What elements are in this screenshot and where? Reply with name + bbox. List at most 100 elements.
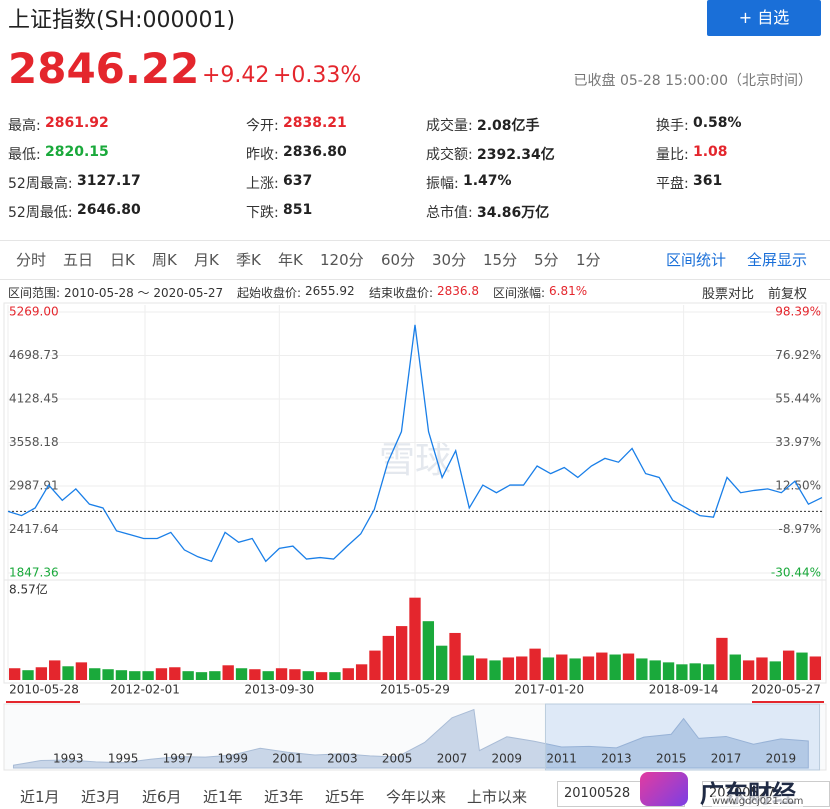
volume-bar xyxy=(235,668,248,680)
tab[interactable]: 五日 xyxy=(63,251,94,269)
stat-value: 2836.80 xyxy=(283,144,347,160)
tab[interactable]: 分时 xyxy=(16,251,47,269)
stat-label: 量比: xyxy=(656,147,689,163)
volume-bar xyxy=(782,650,795,680)
tab[interactable]: 季K xyxy=(236,251,261,269)
plus-icon: + xyxy=(738,8,758,27)
volume-bar xyxy=(355,664,368,680)
navigator-tick-label: 1995 xyxy=(108,752,139,766)
volume-bar xyxy=(809,656,821,680)
y-tick-label: 2987.91 xyxy=(9,478,59,492)
y2-tick-label: -30.44% xyxy=(771,566,821,580)
volume-bar xyxy=(796,652,808,680)
stat-value: 2820.15 xyxy=(45,144,109,160)
volume-bar xyxy=(676,664,688,680)
volume-bar xyxy=(489,660,501,680)
stat-label: 52周最高: xyxy=(8,176,73,192)
volume-tick-label: 8.57亿 xyxy=(9,582,48,597)
volume-bar xyxy=(449,632,461,680)
y-tick-label: 3558.18 xyxy=(9,435,59,449)
tab[interactable]: 周K xyxy=(152,251,177,269)
volume-bar xyxy=(596,652,608,680)
stat-label: 成交额: xyxy=(426,147,473,163)
stat-label: 总市值: xyxy=(426,205,473,221)
volume-bar xyxy=(542,657,555,680)
volume-bar xyxy=(22,670,34,680)
volume-bar xyxy=(169,667,181,680)
volume-bar xyxy=(262,671,274,680)
stat-value: 1.08 xyxy=(693,144,728,160)
volume-bar xyxy=(129,671,141,680)
volume-bar xyxy=(729,654,741,680)
range-button[interactable]: 上市以来 xyxy=(467,788,528,806)
range-button[interactable]: 近5年 xyxy=(325,788,365,806)
range-button[interactable]: 今年以来 xyxy=(386,788,447,806)
stat-label: 成交量: xyxy=(426,118,473,134)
navigator-tick-label: 2015 xyxy=(656,752,687,766)
change-pct: +0.33% xyxy=(273,63,362,88)
button-label: 自选 xyxy=(757,8,790,27)
y2-tick-label: 12.50% xyxy=(775,479,821,493)
volume-bar xyxy=(569,658,581,680)
range-button[interactable]: 近1年 xyxy=(203,788,243,806)
volume-bar xyxy=(62,666,74,680)
add-watch-button[interactable]: + 自选 xyxy=(707,0,821,36)
tab[interactable]: 60分 xyxy=(381,251,416,269)
tab[interactable]: 年K xyxy=(278,251,303,269)
tab[interactable]: 30分 xyxy=(432,251,467,269)
volume-bar xyxy=(502,657,515,680)
stat-label: 下跌: xyxy=(246,205,279,221)
volume-bar xyxy=(689,663,701,680)
volume-bar xyxy=(436,645,448,680)
x-tick-label: 2018-09-14 xyxy=(649,683,719,697)
volume-bar xyxy=(89,668,101,680)
tab[interactable]: 月K xyxy=(194,251,219,269)
tab-action[interactable]: 区间统计 xyxy=(666,251,727,269)
range-action[interactable]: 前复权 xyxy=(768,287,808,302)
volume-bar xyxy=(609,654,621,680)
y-tick-label: 2417.64 xyxy=(9,522,59,536)
range-button[interactable]: 近6月 xyxy=(142,788,182,806)
volume-bar xyxy=(209,671,221,680)
volume-bar xyxy=(222,665,234,680)
tab[interactable]: 1分 xyxy=(576,251,601,269)
navigator-tick-label: 2007 xyxy=(437,752,468,766)
volume-bar xyxy=(249,669,261,680)
x-tick-label: 2017-01-20 xyxy=(514,683,584,697)
volume-bar xyxy=(315,672,328,680)
volume-bar xyxy=(182,671,194,680)
range-button[interactable]: 近3年 xyxy=(264,788,304,806)
stat-label: 振幅: xyxy=(426,176,459,192)
stat-value: 0.58% xyxy=(693,115,742,131)
volume-bar xyxy=(742,660,755,680)
volume-bar xyxy=(409,597,421,680)
title: 上证指数(SH:000001) xyxy=(8,8,236,33)
volume-bar xyxy=(382,635,394,680)
tab[interactable]: 15分 xyxy=(483,251,518,269)
volume-bar xyxy=(702,664,715,680)
range-action[interactable]: 股票对比 xyxy=(702,287,755,302)
y2-tick-label: -8.97% xyxy=(779,522,821,536)
range-button[interactable]: 近3月 xyxy=(81,788,121,806)
navigator-selection xyxy=(544,703,821,771)
y-tick-label: 4698.73 xyxy=(9,348,59,362)
volume-bar xyxy=(516,656,528,680)
volume-bar xyxy=(636,658,648,680)
tab-action[interactable]: 全屏显示 xyxy=(747,251,808,269)
volume-bar xyxy=(329,672,341,680)
stat-label: 昨收: xyxy=(246,147,279,163)
range-info-end-label: 结束收盘价: xyxy=(369,286,434,300)
range-button[interactable]: 近1月 xyxy=(20,788,60,806)
volume-bar xyxy=(195,672,208,680)
y2-tick-label: 33.97% xyxy=(775,435,821,449)
tab[interactable]: 120分 xyxy=(320,251,364,269)
volume-bar xyxy=(395,626,408,680)
tab[interactable]: 5分 xyxy=(534,251,559,269)
range-info-end-close: 2836.8 xyxy=(437,284,479,298)
stat-value: 2.08亿手 xyxy=(477,118,540,134)
volume-bar xyxy=(622,653,635,680)
tab[interactable]: 日K xyxy=(110,251,135,269)
volume-bar xyxy=(529,648,541,680)
navigator-tick-label: 2005 xyxy=(382,752,413,766)
range-info-start-label: 起始收盘价: xyxy=(237,286,302,300)
